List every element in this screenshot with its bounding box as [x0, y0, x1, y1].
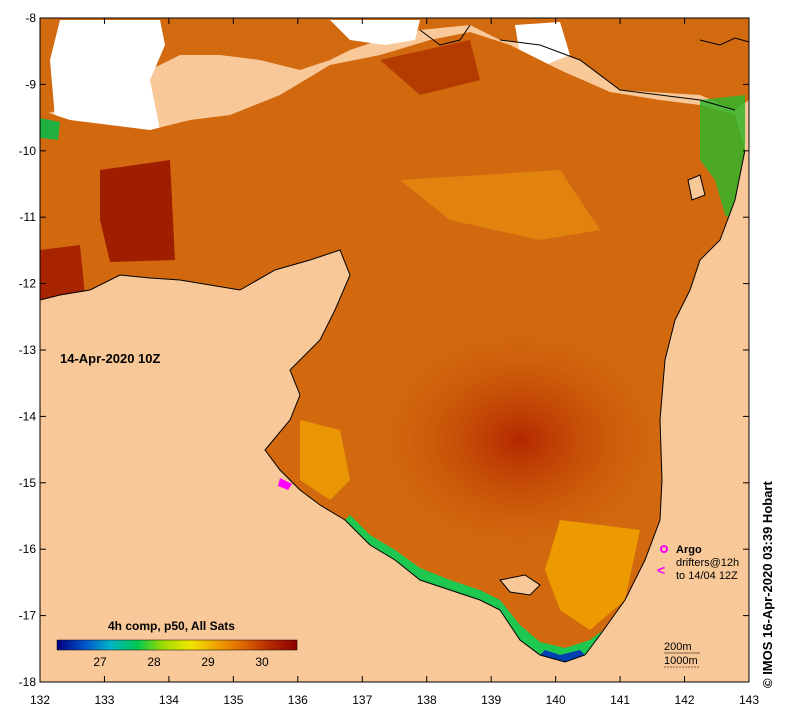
argo-label: Argo [676, 544, 702, 556]
lon-tick-label: 143 [739, 693, 759, 707]
no-data-patch [515, 22, 570, 65]
legend: 4h comp, p50, All Sats 27 28 29 30 [56, 619, 298, 669]
legend-tick-label: 27 [93, 655, 107, 669]
island [278, 478, 292, 490]
credit-label: © IMOS 16-Apr-2020 03:39 Hobart [760, 481, 775, 688]
lat-tick-label: -9 [25, 77, 36, 91]
argo-legend: Argo < drifters@12h to 14/04 12Z [657, 544, 739, 582]
lat-tick-label: -12 [19, 277, 37, 291]
legend-tick-label: 28 [147, 655, 161, 669]
lon-tick-label: 135 [223, 693, 243, 707]
legend-tick-label: 30 [255, 655, 269, 669]
lon-tick-label: 133 [94, 693, 114, 707]
lon-tick-label: 134 [159, 693, 179, 707]
legend-tick-label: 29 [201, 655, 215, 669]
warm-fringe [300, 420, 350, 500]
legend-ticks: 27 28 29 30 [93, 655, 269, 669]
contour-200m-label: 200m [664, 641, 692, 653]
river [699, 37, 750, 46]
island [499, 574, 541, 596]
lon-tick-label: 137 [352, 693, 372, 707]
hot-patch [380, 330, 660, 550]
contour-legend: 200m 1000m [664, 641, 700, 668]
coastline-north [419, 24, 736, 111]
lon-tick-label: 140 [546, 693, 566, 707]
legend-colorbar [56, 639, 298, 651]
lat-tick-label: -17 [19, 609, 37, 623]
drifter-arrow-icon: < [657, 562, 665, 578]
lon-tick-label: 142 [675, 693, 695, 707]
lat-tick-label: -8 [25, 11, 36, 25]
hot-patch [40, 245, 85, 300]
axis-ticks: 132 133 134 135 136 137 138 139 140 141 142 143 -8 -9… [19, 11, 760, 707]
lon-tick-label: 132 [30, 693, 50, 707]
hot-patch [100, 160, 175, 262]
lat-tick-label: -10 [19, 144, 37, 158]
coastline [39, 149, 746, 663]
no-data-patch [330, 20, 420, 45]
lon-tick-label: 141 [610, 693, 630, 707]
drifter-label-2: to 14/04 12Z [676, 570, 738, 582]
lon-tick-label: 136 [288, 693, 308, 707]
legend-title: 4h comp, p50, All Sats [108, 619, 235, 633]
island [687, 174, 706, 201]
warm-fringe [400, 170, 600, 240]
argo-marker-icon [660, 545, 668, 553]
warm-fringe [545, 520, 640, 630]
lon-tick-label: 138 [417, 693, 437, 707]
sea-surface-north [40, 18, 749, 120]
cool-coastal-band [540, 650, 585, 662]
lat-tick-label: -18 [19, 675, 37, 689]
date-label: 14-Apr-2020 10Z [60, 351, 160, 366]
cool-coastal-band [345, 515, 610, 662]
land-arnhem [40, 150, 749, 682]
no-data-patch [50, 20, 165, 135]
cool-patch [700, 95, 745, 230]
hot-patch [380, 40, 480, 95]
lat-tick-label: -15 [19, 476, 37, 490]
lat-tick-label: -14 [19, 409, 37, 423]
lon-tick-label: 139 [481, 693, 501, 707]
contour-1000m-label: 1000m [664, 655, 698, 667]
lat-tick-label: -11 [20, 210, 37, 224]
cool-patch [40, 118, 60, 140]
lat-tick-label: -13 [19, 343, 37, 357]
drifter-label-1: drifters@12h [676, 557, 739, 569]
lat-tick-label: -16 [19, 542, 37, 556]
